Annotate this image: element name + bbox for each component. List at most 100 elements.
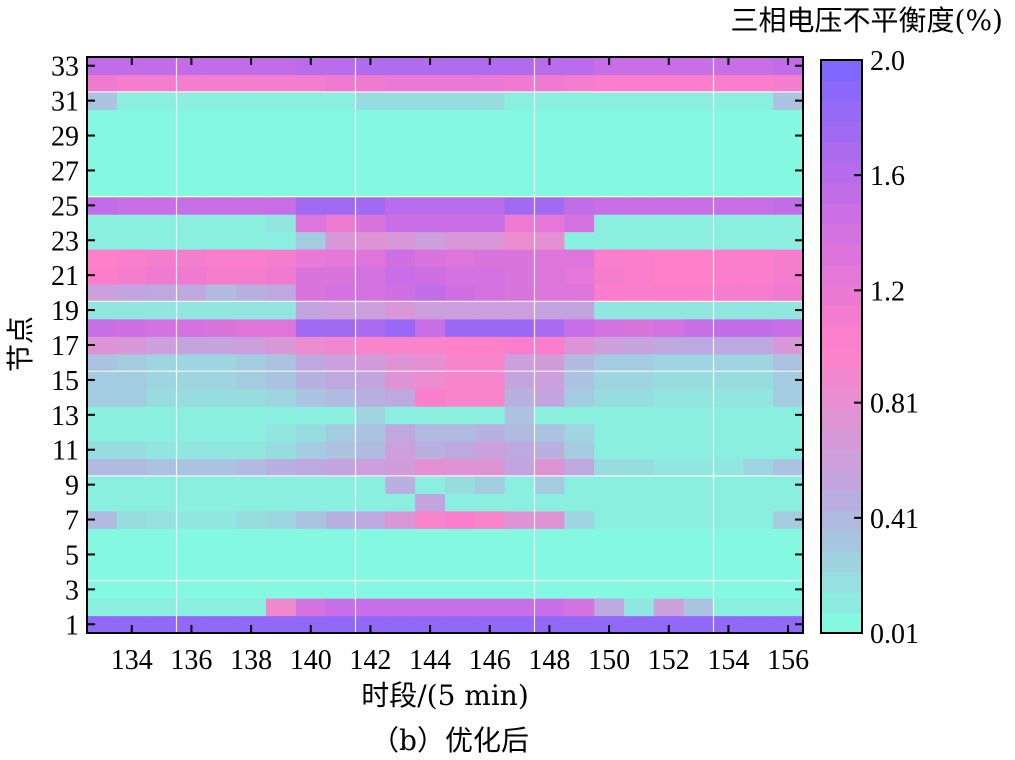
heatmap-cell xyxy=(653,493,685,512)
heatmap-cell xyxy=(474,179,506,198)
heatmap-cell xyxy=(236,563,267,582)
heatmap-cell xyxy=(266,336,297,355)
heatmap-cell xyxy=(564,283,595,302)
heatmap-cell xyxy=(415,563,446,582)
heatmap-cell xyxy=(87,91,118,110)
heatmap-cell xyxy=(415,598,446,617)
colorbar-band xyxy=(821,346,862,368)
heatmap-cell xyxy=(236,144,267,163)
y-tick-label: 9 xyxy=(65,471,79,502)
heatmap-cell xyxy=(355,441,386,460)
heatmap-cell xyxy=(146,388,178,407)
heatmap-cell xyxy=(295,161,327,180)
heatmap-cell xyxy=(534,249,565,268)
heatmap-cell xyxy=(415,109,446,128)
heatmap-cell xyxy=(176,458,207,477)
heatmap-cell xyxy=(325,371,357,390)
colorbar-band xyxy=(821,469,862,491)
heatmap-cell xyxy=(355,545,386,564)
heatmap-cell xyxy=(624,528,655,547)
heatmap-cell xyxy=(683,563,715,582)
heatmap-cell xyxy=(653,266,685,285)
heatmap-cell xyxy=(445,126,476,145)
heatmap-cell xyxy=(325,74,357,93)
heatmap-cell xyxy=(146,475,178,494)
heatmap-cell xyxy=(355,214,386,233)
heatmap-cell xyxy=(564,510,595,529)
plot-gridlines xyxy=(87,57,803,633)
heatmap-cell xyxy=(445,109,476,128)
heatmap-cell xyxy=(325,91,357,110)
heatmap-cell xyxy=(534,510,565,529)
heatmap-cell xyxy=(474,406,506,425)
heatmap-cell xyxy=(266,144,297,163)
heatmap-cell xyxy=(445,161,476,180)
heatmap-cell xyxy=(594,301,625,320)
heatmap-cell xyxy=(713,126,744,145)
heatmap-cell xyxy=(534,301,565,320)
heatmap-cell xyxy=(504,423,536,442)
heatmap-cell xyxy=(146,528,178,547)
heatmap-cell xyxy=(504,475,536,494)
heatmap-cell xyxy=(355,144,386,163)
heatmap-cell xyxy=(445,57,476,76)
heatmap-cell xyxy=(743,318,774,337)
heatmap-cell xyxy=(415,615,446,634)
heatmap-cell xyxy=(445,441,476,460)
heatmap-cell xyxy=(653,214,685,233)
heatmap-cell xyxy=(713,615,744,634)
heatmap-cell xyxy=(236,423,267,442)
heatmap-cell xyxy=(713,580,744,599)
heatmap-cell xyxy=(236,615,267,634)
heatmap-cell xyxy=(266,406,297,425)
heatmap-cell xyxy=(385,441,416,460)
heatmap-cell xyxy=(146,91,178,110)
heatmap-cell xyxy=(206,179,237,198)
heatmap-cell xyxy=(564,336,595,355)
heatmap-cell xyxy=(415,388,446,407)
heatmap-cell xyxy=(146,126,178,145)
heatmap-cell xyxy=(445,91,476,110)
heatmap-cell xyxy=(713,74,744,93)
heatmap-cells xyxy=(87,57,804,634)
heatmap-cell xyxy=(564,57,595,76)
colorbar-band xyxy=(821,121,862,143)
heatmap-cell xyxy=(445,580,476,599)
heatmap-cell xyxy=(355,179,386,198)
heatmap-cell xyxy=(653,423,685,442)
heatmap-cell xyxy=(385,598,416,617)
heatmap-cell xyxy=(295,91,327,110)
heatmap-cell xyxy=(176,423,207,442)
heatmap-cell xyxy=(713,441,744,460)
heatmap-cell xyxy=(594,563,625,582)
heatmap-cell xyxy=(415,528,446,547)
heatmap-cell xyxy=(564,388,595,407)
heatmap-cell xyxy=(87,545,118,564)
heatmap-cell xyxy=(534,283,565,302)
heatmap-cell xyxy=(743,57,774,76)
heatmap-cell xyxy=(415,144,446,163)
y-tick-label: 7 xyxy=(65,506,79,537)
heatmap-cell xyxy=(534,353,565,372)
heatmap-cell xyxy=(295,510,327,529)
heatmap-cell xyxy=(385,109,416,128)
heatmap-cell xyxy=(206,214,237,233)
heatmap-cell xyxy=(683,371,715,390)
heatmap-cell xyxy=(564,353,595,372)
heatmap-cell xyxy=(176,353,207,372)
heatmap-cell xyxy=(385,615,416,634)
heatmap-cell xyxy=(534,214,565,233)
heatmap-cell xyxy=(236,214,267,233)
heatmap-cell xyxy=(534,91,565,110)
heatmap-cell xyxy=(236,231,267,250)
heatmap-cell xyxy=(594,126,625,145)
heatmap-cell xyxy=(236,126,267,145)
heatmap-cell xyxy=(534,231,565,250)
heatmap-cell xyxy=(773,353,804,372)
heatmap-cell xyxy=(295,493,327,512)
heatmap-cell xyxy=(773,406,804,425)
heatmap-cell xyxy=(116,214,148,233)
heatmap-cell xyxy=(236,301,267,320)
heatmap-cell xyxy=(176,563,207,582)
heatmap-cell xyxy=(325,353,357,372)
